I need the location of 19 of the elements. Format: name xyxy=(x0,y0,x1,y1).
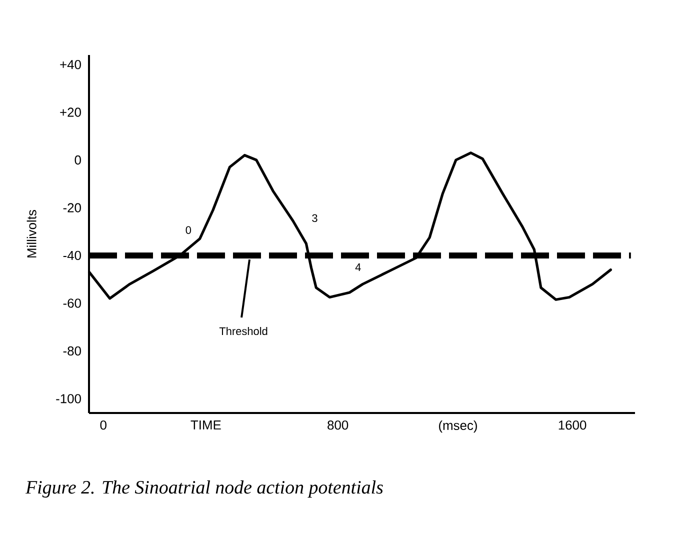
y-tick-label: -80 xyxy=(63,346,81,356)
y-tick-label: -60 xyxy=(63,298,81,308)
x-tick-label: TIME xyxy=(190,420,221,430)
y-tick-label: +40 xyxy=(60,60,81,70)
x-tick-label: (msec) xyxy=(439,420,477,433)
annotation: 4 xyxy=(355,263,361,271)
x-tick-label: 800 xyxy=(328,420,348,430)
x-tick-label: 1600 xyxy=(558,420,586,430)
y-axis-title: Millivolts xyxy=(26,210,36,258)
x-tick-label: 0 xyxy=(100,420,106,430)
ref-line-label: Threshold xyxy=(219,327,268,336)
y-tick-label: -40 xyxy=(63,250,81,260)
y-tick-label: -20 xyxy=(63,203,81,212)
y-tick-label: -100 xyxy=(56,394,81,404)
annotation: 0 xyxy=(186,226,192,234)
caption: Figure 2. The Sinoatrial node action potentials xyxy=(25,480,383,498)
annotation: 3 xyxy=(312,214,318,222)
y-tick-label: 0 xyxy=(74,155,81,165)
y-tick-label: +20 xyxy=(60,108,81,117)
